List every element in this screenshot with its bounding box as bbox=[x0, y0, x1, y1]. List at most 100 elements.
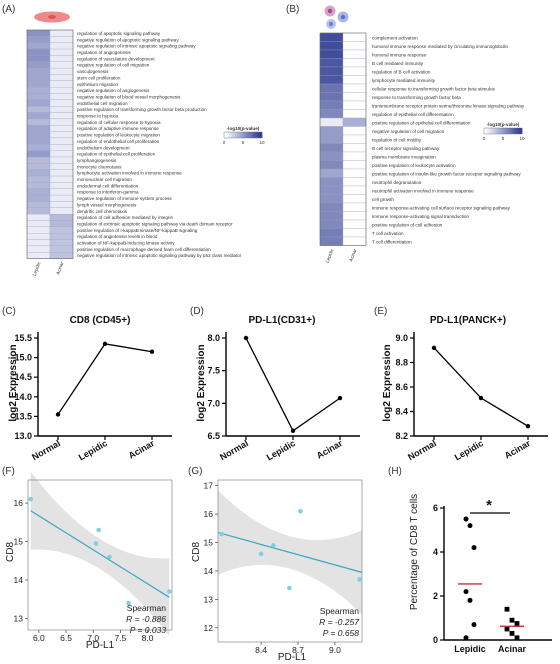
x-tick-label: Normal bbox=[406, 438, 438, 462]
heatmap-cell bbox=[319, 32, 344, 42]
heatmap-row-label: B cell mediated immunity bbox=[372, 61, 424, 66]
lepidic-point bbox=[463, 516, 469, 522]
heatmap-row-label: positive regulation of insulin-like grow… bbox=[372, 172, 521, 177]
legend-gradient-step bbox=[224, 132, 227, 138]
heatmap-row-label: vasculogenesis bbox=[77, 69, 109, 74]
panel-f: (F) CD8 PD-L1 6.0 6.5 7.0 7.5 8.0 13 14 15 16 Sp… bbox=[2, 466, 173, 651]
y-tick-label: 8.8 bbox=[395, 358, 408, 368]
heatmap-row-label: regulation of cell motility bbox=[372, 138, 422, 143]
panel-f-letter: (F) bbox=[2, 466, 15, 477]
heatmap-cell bbox=[49, 93, 74, 100]
y-tick-label: 6.5 bbox=[207, 431, 220, 441]
heatmap-cell bbox=[26, 163, 51, 170]
heatmap-cell bbox=[49, 87, 74, 94]
acinar-point bbox=[514, 635, 520, 641]
legend-gradient-step bbox=[516, 128, 519, 134]
data-point bbox=[243, 335, 249, 341]
heatmap-cell bbox=[26, 67, 51, 75]
panel-d: (D) PD-L1(CD31+) log2 Expression 6.5 7.0 7… bbox=[190, 306, 360, 462]
heatmap-row-label: dendritic cell chemotaxis bbox=[77, 209, 128, 214]
y-tick-label: 15.0 bbox=[14, 353, 32, 363]
panel-e-letter: (E) bbox=[374, 306, 387, 317]
heatmap-cell bbox=[49, 74, 74, 81]
scatter-point bbox=[357, 577, 362, 582]
y-tick-label: 13 bbox=[204, 594, 214, 604]
heatmap-cell bbox=[26, 106, 51, 113]
legend-tick: 10 bbox=[519, 136, 525, 141]
heatmap-cell bbox=[26, 93, 51, 100]
heatmap-cell bbox=[26, 213, 51, 221]
heatmap-row-label: regulation of vasculature development bbox=[77, 56, 155, 61]
legend-gradient-step bbox=[227, 132, 230, 138]
heatmap-cell bbox=[26, 112, 51, 120]
heatmap-cell bbox=[342, 228, 367, 238]
heatmap-cell bbox=[26, 207, 51, 215]
heatmap-row-label: regulation of adaptive immune response bbox=[77, 126, 159, 131]
heatmap-cell bbox=[342, 32, 367, 42]
heatmap-cell bbox=[49, 188, 74, 196]
heatmap-row-label: epithelium migration bbox=[77, 82, 119, 87]
scatter-point bbox=[126, 600, 131, 606]
line-chart-d: 6.5 7.0 7.5 8.0 Normal Lepidic Acinar bbox=[207, 332, 360, 462]
heatmap-cell bbox=[342, 41, 367, 51]
y-tick-label: 13.5 bbox=[14, 411, 32, 421]
heatmap-b-col-acinar: Acinar bbox=[348, 248, 357, 262]
heatmap-cell bbox=[49, 213, 74, 221]
heatmap-row-label: negative regulation of blood vessel morp… bbox=[77, 94, 181, 99]
heatmap-a-col-lepidic: Lepidic bbox=[32, 261, 42, 277]
heatmap-cell bbox=[319, 117, 344, 127]
heatmap-cell bbox=[319, 168, 344, 178]
heatmap-cell bbox=[342, 66, 367, 76]
heatmap-cell bbox=[26, 61, 51, 69]
heatmap-b: complement activation humoral immune resp… bbox=[319, 32, 525, 246]
heatmap-cell bbox=[49, 106, 74, 113]
heatmap-cell bbox=[49, 169, 74, 177]
heatmap-cell bbox=[49, 233, 74, 240]
heatmap-cell bbox=[342, 109, 367, 119]
heatmap-cell bbox=[49, 67, 74, 75]
heatmap-cell bbox=[342, 219, 367, 229]
heatmap-cell bbox=[319, 185, 344, 195]
heatmap-cell bbox=[49, 150, 74, 158]
y-tick-label: 4 bbox=[433, 547, 438, 557]
heatmap-row-label: negative regulation of intrinsic apoptot… bbox=[77, 253, 242, 258]
panel-g-stat-method: Spearman bbox=[320, 606, 359, 616]
panel-g: (G) CD8 PD-L1 8.4 8.7 9.0 12 13 14 15 16 17 Spea… bbox=[188, 466, 363, 663]
heatmap-cell bbox=[49, 226, 74, 234]
series-line bbox=[433, 347, 529, 427]
x-tick-label: Lepidic bbox=[265, 438, 297, 462]
panel-g-letter: (G) bbox=[188, 466, 202, 477]
heatmap-cell bbox=[26, 131, 51, 139]
acinar-point bbox=[509, 631, 515, 636]
heatmap-cell bbox=[342, 83, 367, 93]
heatmap-row-label: immune response-activating signal transd… bbox=[372, 214, 469, 219]
x-tick-label: Acinar bbox=[315, 438, 345, 461]
heatmap-cell bbox=[342, 202, 367, 212]
acinar-point bbox=[504, 606, 510, 612]
scatter-chart-f: 6.0 6.5 7.0 7.5 8.0 13 14 15 16 bbox=[14, 471, 173, 643]
y-tick-label: 9.0 bbox=[395, 333, 408, 343]
legend-gradient-step bbox=[256, 132, 259, 138]
legend-gradient-step bbox=[501, 128, 504, 134]
heatmap-row-label: regulation of angiogenesis bbox=[77, 50, 131, 55]
heatmap-row-label: regulation of angiotensin levels in bloo… bbox=[77, 234, 158, 239]
legend-gradient-step bbox=[252, 132, 255, 138]
heatmap-cell bbox=[319, 160, 344, 170]
legend-gradient-step bbox=[495, 128, 498, 134]
y-tick-label: 15.5 bbox=[14, 333, 32, 343]
heatmap-row-label: regulation of extrinsic apoptotic signal… bbox=[77, 221, 233, 226]
heatmap-row-label: regulation of cell adhesion mediated by … bbox=[77, 215, 173, 220]
heatmap-row-label: regulation of B cell activation bbox=[372, 70, 431, 75]
heatmap-row-label: positive regulation of I-kappaB kinase/N… bbox=[77, 228, 198, 233]
x-tick-label: Lepidic bbox=[454, 644, 486, 654]
y-tick-label: 14 bbox=[14, 575, 24, 585]
line-chart-e: 8.2 8.4 8.6 8.8 9.0 Normal Lepidic Acinar bbox=[395, 332, 548, 462]
heatmap-cell bbox=[26, 29, 51, 37]
scatter-point bbox=[166, 589, 172, 594]
x-tick-label: 9.0 bbox=[329, 645, 341, 655]
heatmap-cell bbox=[26, 245, 51, 253]
heatmap-cell bbox=[319, 134, 344, 144]
legend-b: -log10(p-value) 0 5 10 bbox=[483, 122, 525, 141]
heatmap-cell bbox=[342, 194, 367, 204]
